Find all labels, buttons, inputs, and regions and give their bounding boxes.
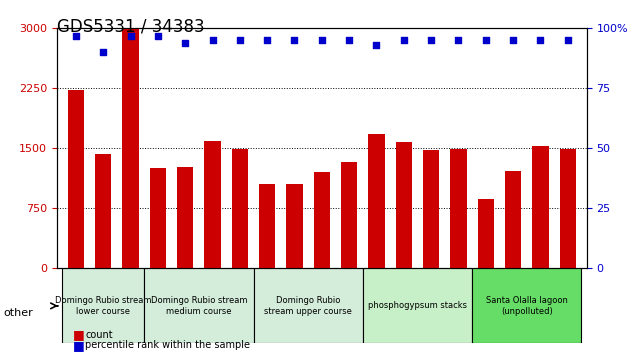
Point [180, 40, 191, 46]
Point [399, 38, 409, 43]
Point [208, 38, 218, 43]
Bar [396, 142, 412, 268]
FancyBboxPatch shape [472, 268, 581, 343]
Bar [150, 167, 166, 268]
FancyBboxPatch shape [363, 268, 472, 343]
Bar [204, 141, 221, 268]
Point [426, 38, 436, 43]
Bar [177, 167, 193, 268]
Point [262, 38, 272, 43]
Point [235, 38, 245, 43]
Text: Domingo Rubio stream
medium course: Domingo Rubio stream medium course [151, 296, 247, 315]
Point [98, 50, 109, 55]
Text: count: count [85, 330, 113, 339]
Point [453, 38, 463, 43]
Point [344, 38, 354, 43]
Point [372, 42, 382, 48]
Bar [232, 149, 248, 268]
Bar [341, 162, 357, 268]
Text: other: other [3, 308, 33, 318]
FancyBboxPatch shape [254, 268, 363, 343]
Text: phosphogypsum stacks: phosphogypsum stacks [368, 301, 467, 310]
Text: Domingo Rubio stream
lower course: Domingo Rubio stream lower course [55, 296, 151, 315]
Text: ■: ■ [73, 328, 85, 341]
Bar [95, 154, 112, 268]
Bar [478, 199, 494, 268]
Text: percentile rank within the sample: percentile rank within the sample [85, 340, 250, 350]
Point [153, 33, 163, 38]
Bar [532, 146, 548, 268]
Point [317, 38, 327, 43]
Point [481, 38, 491, 43]
Bar [369, 134, 385, 268]
Point [126, 33, 136, 38]
Bar [423, 150, 439, 268]
Bar [560, 149, 576, 268]
FancyBboxPatch shape [62, 268, 144, 343]
Point [71, 33, 81, 38]
Bar [286, 184, 303, 268]
Bar [68, 90, 84, 268]
Text: GDS5331 / 34383: GDS5331 / 34383 [57, 18, 204, 36]
Point [290, 38, 300, 43]
Text: ■: ■ [73, 339, 85, 352]
Point [508, 38, 518, 43]
Point [535, 38, 545, 43]
Point [563, 38, 573, 43]
Bar [122, 28, 139, 268]
Bar [259, 184, 275, 268]
FancyBboxPatch shape [144, 268, 254, 343]
Bar [314, 172, 330, 268]
Bar [451, 149, 466, 268]
Text: Domingo Rubio
stream upper course: Domingo Rubio stream upper course [264, 296, 352, 315]
Text: Santa Olalla lagoon
(unpolluted): Santa Olalla lagoon (unpolluted) [486, 296, 568, 315]
Bar [505, 171, 521, 268]
